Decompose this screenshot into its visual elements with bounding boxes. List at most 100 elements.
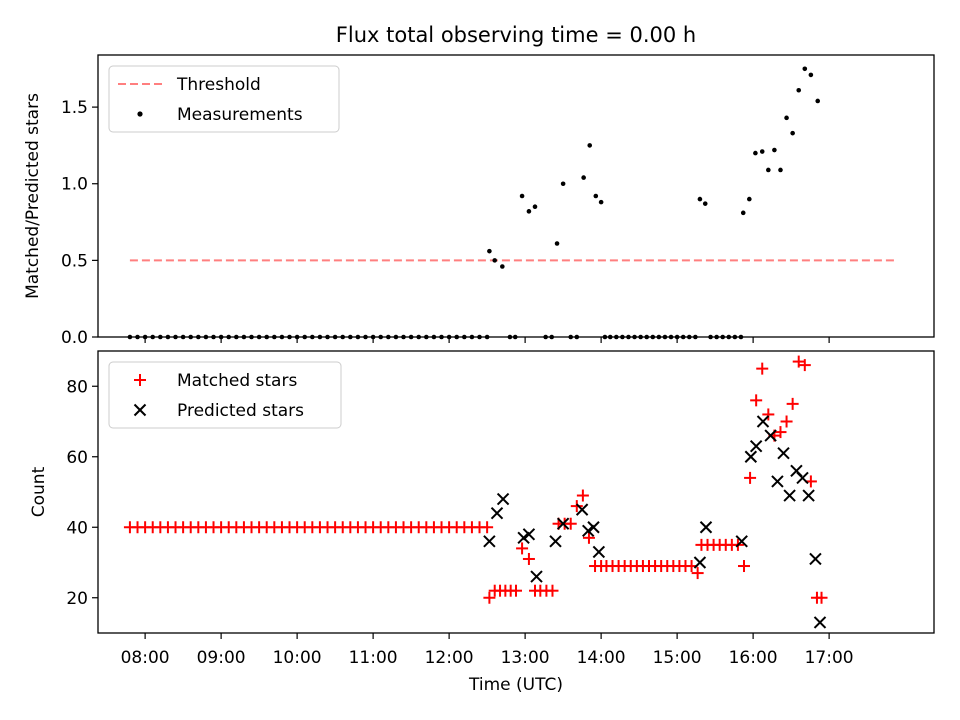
measurement-point [500, 264, 505, 269]
predicted-star-marker [517, 531, 530, 545]
count-legend: Matched stars Predicted stars [108, 361, 342, 429]
predicted-star-marker [809, 552, 822, 566]
matched-star-marker [780, 415, 793, 428]
legend-measurements-dot [137, 111, 143, 117]
predicted-star-marker [581, 524, 595, 537]
measurement-point [778, 167, 783, 173]
ratio-panel: 0.0 0.5 1.0 1.5 Matched/Predicted stars Thr… [23, 54, 935, 348]
predicted-star-marker [575, 503, 589, 516]
predicted-star-marker [771, 475, 784, 488]
x-tick-label: 11:00 [349, 648, 398, 668]
x-tick-label: 15:00 [653, 648, 702, 668]
y-tick-label: 20 [66, 589, 88, 609]
predicted-star-marker [530, 570, 543, 583]
measurement-point [554, 241, 560, 246]
x-tick-label: 10:00 [273, 648, 322, 668]
y-tick-label: 0.5 [61, 251, 88, 271]
measurement-point [697, 196, 703, 202]
y-tick-label: 0.0 [61, 328, 88, 348]
measurement-point [532, 204, 538, 210]
measurement-point [492, 258, 498, 263]
count-x-ticks: 08:00 09:00 10:00 11:00 12:00 13:00 14:00 15:00… [121, 633, 854, 668]
measurement-point [753, 150, 758, 156]
measurement-point [815, 98, 821, 104]
predicted-star-marker [756, 415, 770, 428]
measurement-point [519, 193, 525, 199]
predicted-star-marker [764, 429, 777, 442]
matched-star-marker [750, 394, 763, 407]
measurement-point [581, 175, 586, 180]
legend-matched-label: Matched stars [177, 371, 297, 391]
predicted-star-marker [490, 506, 504, 520]
count-y-ticks: 20 40 60 80 [66, 377, 98, 609]
measurement-point [766, 167, 771, 173]
measurement-point [747, 196, 752, 202]
count-legend-box [108, 361, 342, 429]
measurement-point [560, 181, 566, 187]
matched-star-marker [815, 591, 828, 604]
matched-star-marker [762, 408, 775, 421]
count-y-axis-label: Count [29, 466, 49, 517]
ratio-x-ticks [144, 337, 830, 343]
predicted-star-marker [796, 471, 809, 485]
matched-star-marker [798, 359, 811, 372]
legend-predicted-label: Predicted stars [177, 401, 304, 421]
predicted-star-marker [749, 439, 763, 453]
predicted-star-marker [699, 521, 713, 534]
count-panel-frame [97, 350, 935, 634]
measurement-point [526, 209, 532, 214]
predicted-star-marker [592, 545, 606, 559]
ratio-legend-box [108, 65, 340, 133]
predicted-star-marker [556, 517, 570, 530]
measurement-point [759, 149, 765, 154]
predicted-star-marker [813, 616, 827, 629]
matched-star-marker [786, 397, 799, 410]
legend-measurements-label: Measurements [177, 105, 303, 125]
measurement-point [587, 143, 593, 148]
ratio-y-ticks: 0.0 0.5 1.0 1.5 [61, 98, 98, 348]
matched-star-marker [576, 489, 589, 502]
predicted-star-marker [522, 528, 536, 541]
matched-star-marker [756, 362, 769, 375]
x-tick-label: 13:00 [501, 648, 550, 668]
matched-star-marker [546, 584, 559, 597]
matched-star-marker [522, 552, 535, 565]
y-tick-label: 1.5 [61, 98, 88, 118]
predicted-star-marker [549, 535, 562, 548]
ratio-plot-area [127, 66, 898, 340]
matched-star-marker [516, 542, 529, 555]
measurement-point [487, 248, 492, 254]
matched-star-marker [510, 584, 522, 597]
chart-title: Flux total observing time = 0.00 h [336, 23, 696, 47]
predicted-star-marker [802, 489, 815, 502]
predicted-star-marker [693, 556, 707, 569]
y-tick-label: 40 [66, 518, 88, 538]
measurement-point [790, 130, 795, 136]
matched-star-marker [564, 517, 577, 530]
ratio-legend: Threshold Measurements [108, 65, 340, 133]
matched-star-marker [483, 591, 496, 604]
predicted-star-marker [777, 447, 790, 460]
matched-star-marker [744, 471, 757, 484]
predicted-star-marker [735, 535, 748, 548]
measurement-point [598, 199, 604, 205]
predicted-star-marker [483, 535, 496, 548]
x-axis-label: Time (UTC) [468, 675, 563, 695]
y-tick-label: 80 [66, 377, 88, 397]
x-tick-label: 16:00 [729, 648, 778, 668]
y-tick-label: 60 [66, 448, 88, 468]
measurement-point [702, 201, 708, 206]
matched-star-marker [774, 426, 787, 439]
matched-star-marker [582, 531, 595, 544]
x-tick-label: 08:00 [121, 648, 170, 668]
measurement-point [740, 210, 746, 216]
x-tick-label: 09:00 [197, 648, 246, 668]
y-tick-label: 1.0 [61, 175, 88, 195]
matched-star-marker [691, 567, 704, 580]
x-tick-label: 14:00 [577, 648, 626, 668]
x-tick-label: 17:00 [805, 648, 854, 668]
predicted-star-marker [744, 450, 758, 463]
matched-star-marker [792, 355, 805, 368]
predicted-star-marker [496, 492, 510, 506]
